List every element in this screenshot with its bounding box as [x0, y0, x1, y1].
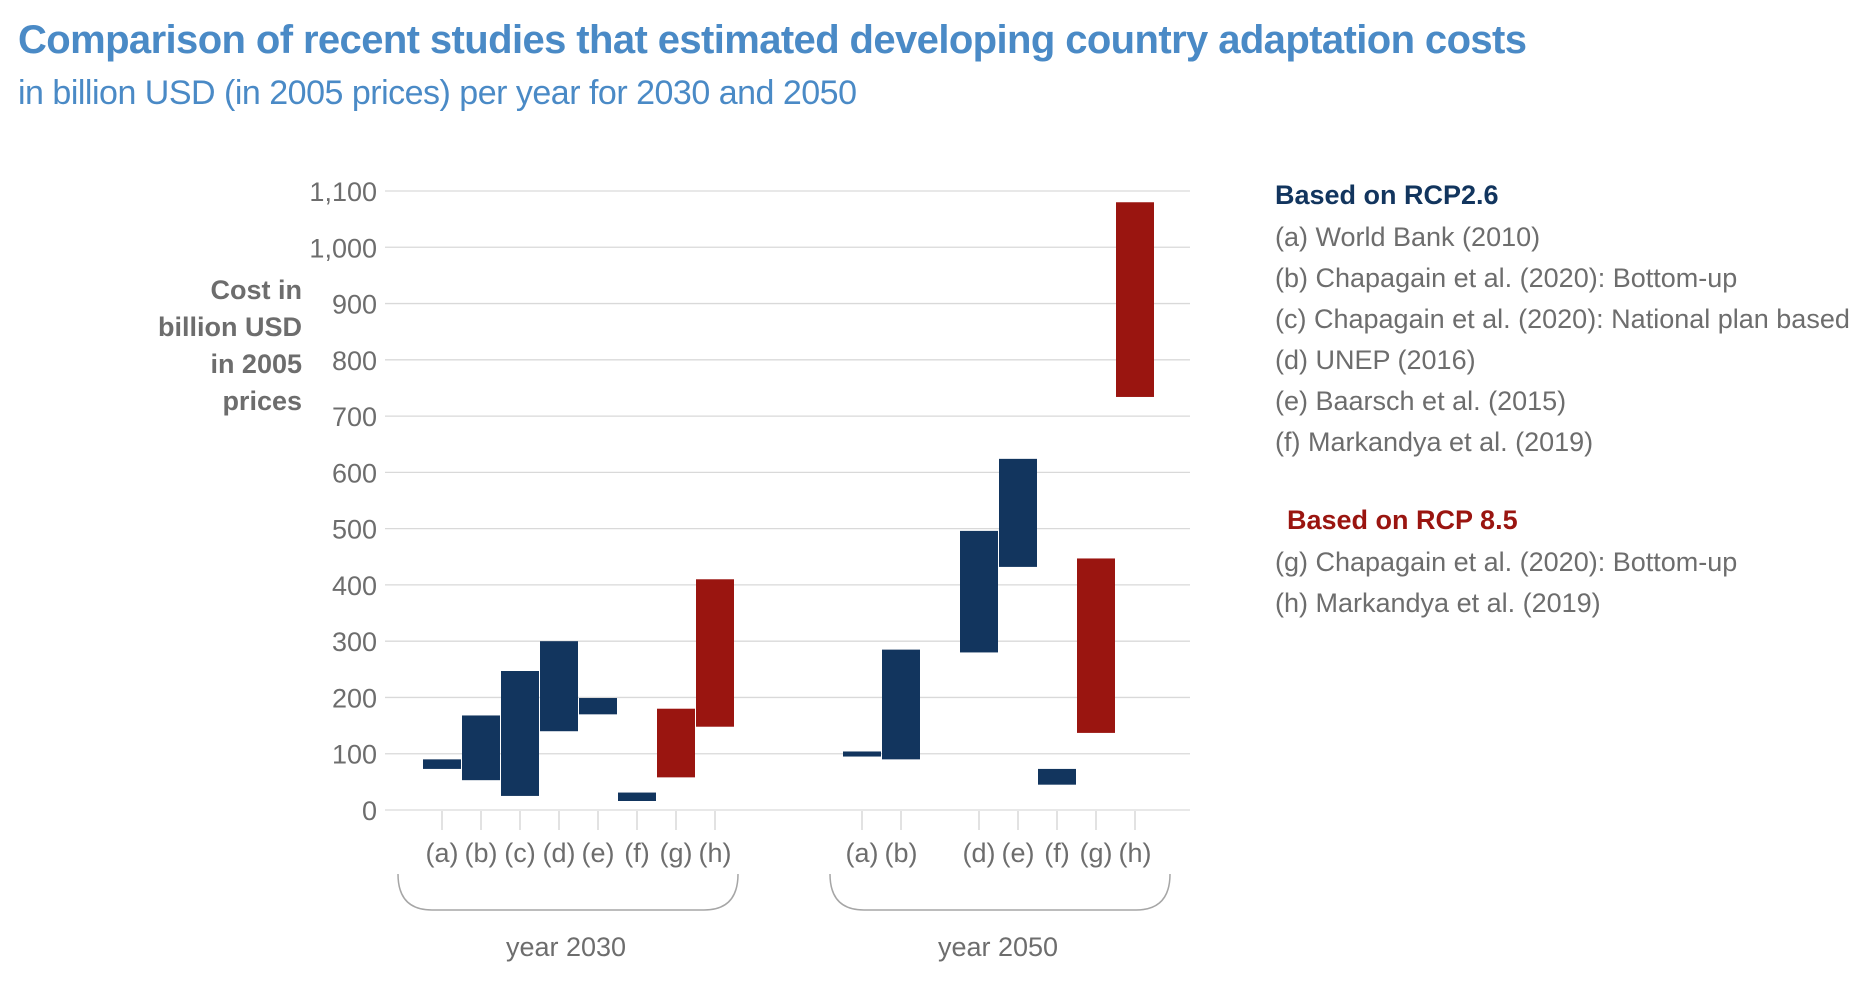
y-tick-label: 1,100: [309, 177, 377, 207]
legend-item-a: (a) World Bank (2010): [1275, 222, 1541, 252]
legend-item-f: (f) Markandya et al. (2019): [1275, 427, 1594, 457]
group-brace: [397, 873, 739, 911]
bar: [1077, 558, 1115, 733]
legend-item-g: (g) Chapagain et al. (2020): Bottom-up: [1275, 547, 1738, 577]
legend-list-rcp26: (a) World Bank (2010) (b) Chapagain et a…: [1275, 217, 1855, 463]
x-tick-label: (d): [543, 838, 576, 868]
legend-heading-rcp85: Based on RCP 8.5: [1287, 505, 1518, 535]
y-axis-label: Cost in billion USD in 2005 prices: [158, 275, 302, 416]
y-tick-label: 900: [332, 290, 377, 320]
group-label: year 2050: [938, 932, 1058, 962]
x-tick-label: (h): [699, 838, 732, 868]
group-brace: [829, 873, 1171, 911]
y-tick-label: 1,000: [309, 233, 377, 263]
x-tick-label: (e): [582, 838, 615, 868]
x-tick-label: (c): [504, 838, 535, 868]
x-tick-label: (b): [885, 838, 918, 868]
legend-item-c: (c) Chapagain et al. (2020): National pl…: [1275, 304, 1850, 334]
group-label: year 2030: [506, 932, 626, 962]
chart-subtitle: in billion USD (in 2005 prices) per year…: [18, 74, 857, 112]
legend: Based on RCP2.6 (a) World Bank (2010) (b…: [1275, 180, 1855, 624]
bar: [1116, 202, 1154, 397]
y-tick-label: 300: [332, 627, 377, 657]
cost-range-chart: 0 100 200 300 400 500 600 700 800 900 1,000 1,100 (a…: [309, 177, 1190, 962]
legend-item-h: (h) Markandya et al. (2019): [1275, 588, 1601, 618]
x-tick-label: (e): [1002, 838, 1035, 868]
y-tick-label: 700: [332, 402, 377, 432]
bar: [999, 458, 1037, 567]
legend-item-e: (e) Baarsch et al. (2015): [1275, 386, 1567, 416]
y-tick-label: 400: [332, 571, 377, 601]
legend-item-b: (b) Chapagain et al. (2020): Bottom-up: [1275, 263, 1738, 293]
y-tick-label: 100: [332, 740, 377, 770]
legend-list-rcp85: (g) Chapagain et al. (2020): Bottom-up (…: [1275, 542, 1855, 624]
bar: [540, 641, 578, 732]
legend-item-d: (d) UNEP (2016): [1275, 345, 1476, 375]
x-tick-label: (a): [846, 838, 879, 868]
y-tick-label: 800: [332, 346, 377, 376]
x-tick-label: (d): [963, 838, 996, 868]
x-tick-label: (g): [1080, 838, 1113, 868]
bar: [960, 530, 998, 653]
x-tick-label: (g): [660, 838, 693, 868]
bar: [1038, 768, 1076, 785]
bar: [501, 671, 539, 796]
x-tick-label: (a): [426, 838, 459, 868]
x-tick-label: (f): [1044, 838, 1069, 868]
bar: [462, 715, 500, 781]
y-tick-label: 600: [332, 458, 377, 488]
bar: [657, 708, 695, 778]
bar: [579, 698, 617, 715]
y-tick-label: 0: [362, 796, 377, 826]
x-tick-label: (f): [624, 838, 649, 868]
bar: [696, 579, 734, 727]
x-tick-label: (h): [1119, 838, 1152, 868]
x-tick-label: (b): [465, 838, 498, 868]
y-tick-label: 200: [332, 683, 377, 713]
bar: [423, 759, 461, 769]
bar: [618, 792, 656, 801]
bar: [882, 649, 920, 760]
y-tick-label: 500: [332, 515, 377, 545]
legend-heading-rcp26: Based on RCP2.6: [1275, 180, 1499, 210]
bar: [843, 751, 881, 757]
chart-title: Comparison of recent studies that estima…: [18, 18, 1527, 62]
